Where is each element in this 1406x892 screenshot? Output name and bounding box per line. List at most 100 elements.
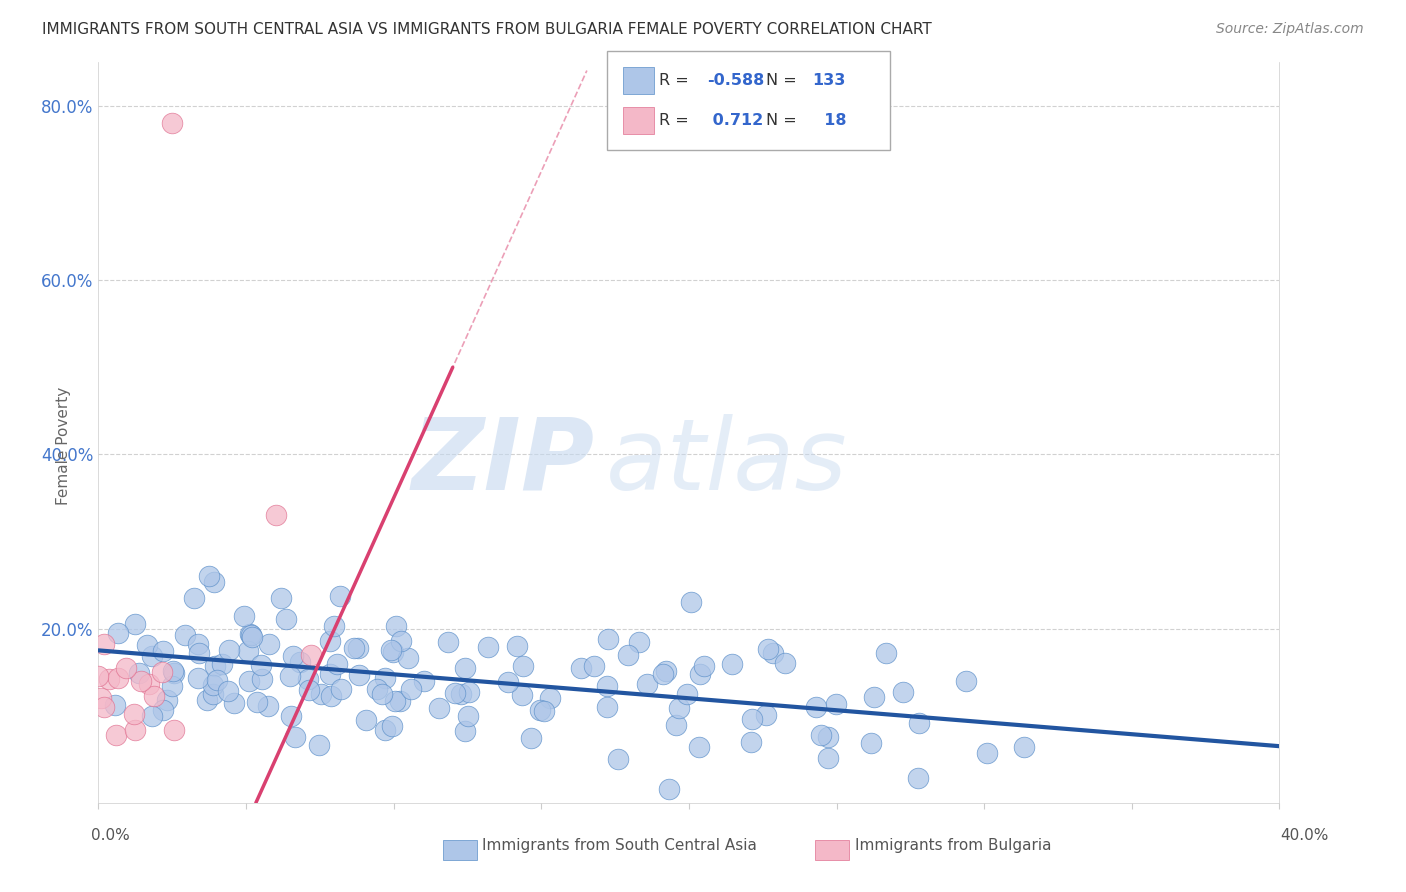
- Point: [197, 569, 219, 583]
- Point: [138, 676, 160, 690]
- Point: [183, 591, 205, 605]
- Text: -0.588: -0.588: [707, 73, 765, 87]
- Point: [817, 751, 839, 765]
- Point: [93, 637, 115, 651]
- Text: Source: ZipAtlas.com: Source: ZipAtlas.com: [1216, 22, 1364, 37]
- Text: 40.0%: 40.0%: [1281, 829, 1329, 843]
- Point: [107, 626, 129, 640]
- Point: [98, 672, 121, 686]
- Point: [104, 728, 127, 742]
- Point: [688, 739, 710, 754]
- Point: [204, 659, 226, 673]
- Point: [519, 731, 541, 745]
- Text: R =: R =: [659, 113, 695, 128]
- Point: [381, 719, 404, 733]
- Point: [238, 674, 260, 689]
- Point: [810, 728, 832, 742]
- Text: 0.0%: 0.0%: [91, 829, 131, 843]
- Point: [124, 616, 146, 631]
- Text: R =: R =: [659, 73, 695, 87]
- Point: [299, 648, 322, 662]
- Point: [907, 716, 929, 731]
- Point: [326, 657, 349, 672]
- Point: [413, 673, 436, 688]
- Point: [239, 627, 262, 641]
- Point: [396, 650, 419, 665]
- Text: 133: 133: [813, 73, 846, 87]
- Point: [347, 668, 370, 682]
- Point: [201, 687, 224, 701]
- Point: [824, 697, 846, 711]
- Point: [283, 648, 305, 663]
- Point: [955, 674, 977, 689]
- Point: [318, 666, 340, 681]
- Point: [104, 698, 127, 712]
- Point: [689, 666, 711, 681]
- Point: [374, 723, 396, 737]
- Point: [309, 687, 332, 701]
- Point: [257, 637, 280, 651]
- Point: [124, 723, 146, 737]
- Text: Immigrants from Bulgaria: Immigrants from Bulgaria: [855, 838, 1052, 853]
- Point: [160, 679, 183, 693]
- Point: [606, 752, 628, 766]
- Point: [804, 699, 827, 714]
- Point: [512, 659, 534, 673]
- Text: IMMIGRANTS FROM SOUTH CENTRAL ASIA VS IMMIGRANTS FROM BULGARIA FEMALE POVERTY CO: IMMIGRANTS FROM SOUTH CENTRAL ASIA VS IM…: [42, 22, 932, 37]
- Point: [740, 735, 762, 749]
- Point: [366, 682, 388, 697]
- Point: [907, 771, 929, 785]
- Point: [218, 642, 240, 657]
- Point: [280, 709, 302, 723]
- Point: [240, 630, 263, 644]
- Point: [862, 690, 884, 704]
- Text: 18: 18: [813, 113, 846, 128]
- Point: [188, 646, 211, 660]
- Point: [238, 644, 260, 658]
- Point: [371, 687, 394, 701]
- Point: [143, 690, 166, 704]
- Text: Immigrants from South Central Asia: Immigrants from South Central Asia: [482, 838, 758, 853]
- Point: [252, 672, 274, 686]
- Point: [217, 684, 239, 698]
- Point: [692, 658, 714, 673]
- Point: [893, 684, 915, 698]
- Point: [278, 669, 301, 683]
- Point: [298, 682, 321, 697]
- Point: [319, 690, 342, 704]
- Point: [450, 687, 472, 701]
- Point: [141, 649, 163, 664]
- Text: ZIP: ZIP: [412, 414, 595, 511]
- Point: [297, 672, 319, 686]
- Point: [195, 693, 218, 707]
- Point: [205, 673, 228, 688]
- Point: [152, 643, 174, 657]
- Point: [90, 691, 112, 706]
- Point: [239, 628, 262, 642]
- Text: 0.712: 0.712: [707, 113, 763, 128]
- Point: [150, 665, 173, 679]
- Point: [675, 687, 697, 701]
- Point: [129, 673, 152, 688]
- Point: [506, 639, 529, 653]
- Point: [1012, 739, 1035, 754]
- Point: [329, 681, 352, 696]
- Point: [875, 646, 897, 660]
- Point: [477, 640, 499, 654]
- Point: [454, 661, 477, 675]
- Point: [323, 619, 346, 633]
- Point: [817, 730, 839, 744]
- Point: [668, 701, 690, 715]
- Point: [457, 709, 479, 723]
- Point: [163, 665, 186, 680]
- Point: [115, 661, 138, 675]
- Point: [308, 738, 330, 752]
- Point: [374, 671, 396, 685]
- Point: [128, 666, 150, 681]
- Point: [385, 619, 408, 633]
- Point: [538, 690, 561, 705]
- Point: [389, 634, 412, 648]
- Point: [107, 671, 129, 685]
- Text: atlas: atlas: [606, 414, 848, 511]
- Point: [246, 695, 269, 709]
